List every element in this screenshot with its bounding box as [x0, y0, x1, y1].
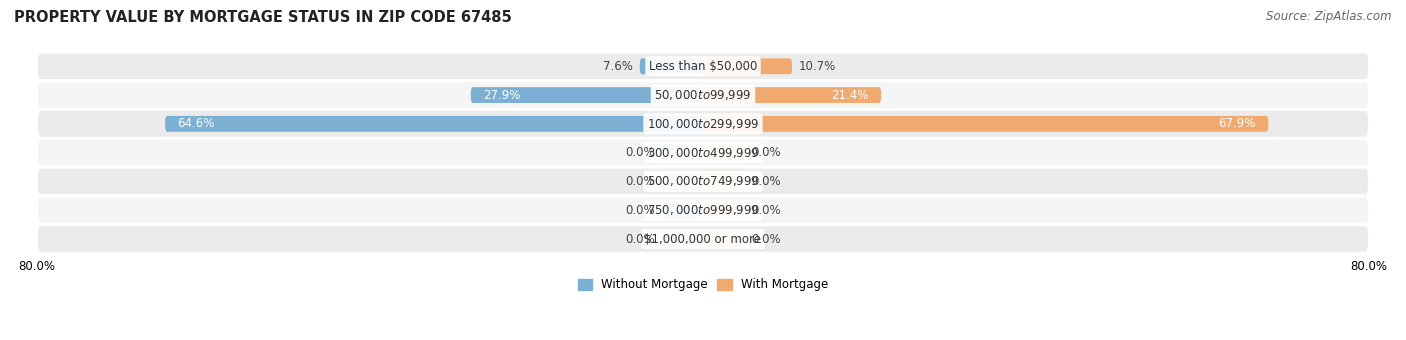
Text: 10.7%: 10.7%: [799, 60, 837, 73]
FancyBboxPatch shape: [661, 173, 703, 189]
Text: 0.0%: 0.0%: [751, 233, 780, 245]
Text: $100,000 to $299,999: $100,000 to $299,999: [647, 117, 759, 131]
Text: 0.0%: 0.0%: [626, 204, 655, 217]
FancyBboxPatch shape: [37, 197, 1369, 224]
FancyBboxPatch shape: [703, 145, 745, 160]
FancyBboxPatch shape: [703, 58, 792, 74]
Text: 7.6%: 7.6%: [603, 60, 633, 73]
FancyBboxPatch shape: [37, 52, 1369, 80]
Text: 0.0%: 0.0%: [626, 146, 655, 159]
Text: $300,000 to $499,999: $300,000 to $499,999: [647, 146, 759, 160]
Text: PROPERTY VALUE BY MORTGAGE STATUS IN ZIP CODE 67485: PROPERTY VALUE BY MORTGAGE STATUS IN ZIP…: [14, 10, 512, 25]
FancyBboxPatch shape: [37, 168, 1369, 195]
FancyBboxPatch shape: [703, 173, 745, 189]
FancyBboxPatch shape: [37, 81, 1369, 109]
FancyBboxPatch shape: [703, 231, 745, 247]
Text: 0.0%: 0.0%: [751, 175, 780, 188]
Text: Source: ZipAtlas.com: Source: ZipAtlas.com: [1267, 10, 1392, 23]
FancyBboxPatch shape: [640, 58, 703, 74]
Text: $1,000,000 or more: $1,000,000 or more: [644, 233, 762, 245]
FancyBboxPatch shape: [661, 145, 703, 160]
Text: 67.9%: 67.9%: [1219, 117, 1256, 130]
Text: 0.0%: 0.0%: [626, 175, 655, 188]
Text: $750,000 to $999,999: $750,000 to $999,999: [647, 203, 759, 217]
Text: 0.0%: 0.0%: [751, 146, 780, 159]
FancyBboxPatch shape: [165, 116, 703, 132]
Legend: Without Mortgage, With Mortgage: Without Mortgage, With Mortgage: [574, 274, 832, 296]
Text: Less than $50,000: Less than $50,000: [648, 60, 758, 73]
FancyBboxPatch shape: [471, 87, 703, 103]
FancyBboxPatch shape: [703, 87, 882, 103]
FancyBboxPatch shape: [37, 225, 1369, 253]
FancyBboxPatch shape: [661, 202, 703, 218]
FancyBboxPatch shape: [703, 202, 745, 218]
FancyBboxPatch shape: [661, 231, 703, 247]
Text: 64.6%: 64.6%: [177, 117, 215, 130]
FancyBboxPatch shape: [703, 116, 1268, 132]
FancyBboxPatch shape: [37, 139, 1369, 167]
Text: 27.9%: 27.9%: [484, 88, 520, 102]
FancyBboxPatch shape: [37, 110, 1369, 138]
Text: 21.4%: 21.4%: [831, 88, 869, 102]
Text: 0.0%: 0.0%: [751, 204, 780, 217]
Text: $500,000 to $749,999: $500,000 to $749,999: [647, 174, 759, 188]
Text: $50,000 to $99,999: $50,000 to $99,999: [654, 88, 752, 102]
Text: 0.0%: 0.0%: [626, 233, 655, 245]
